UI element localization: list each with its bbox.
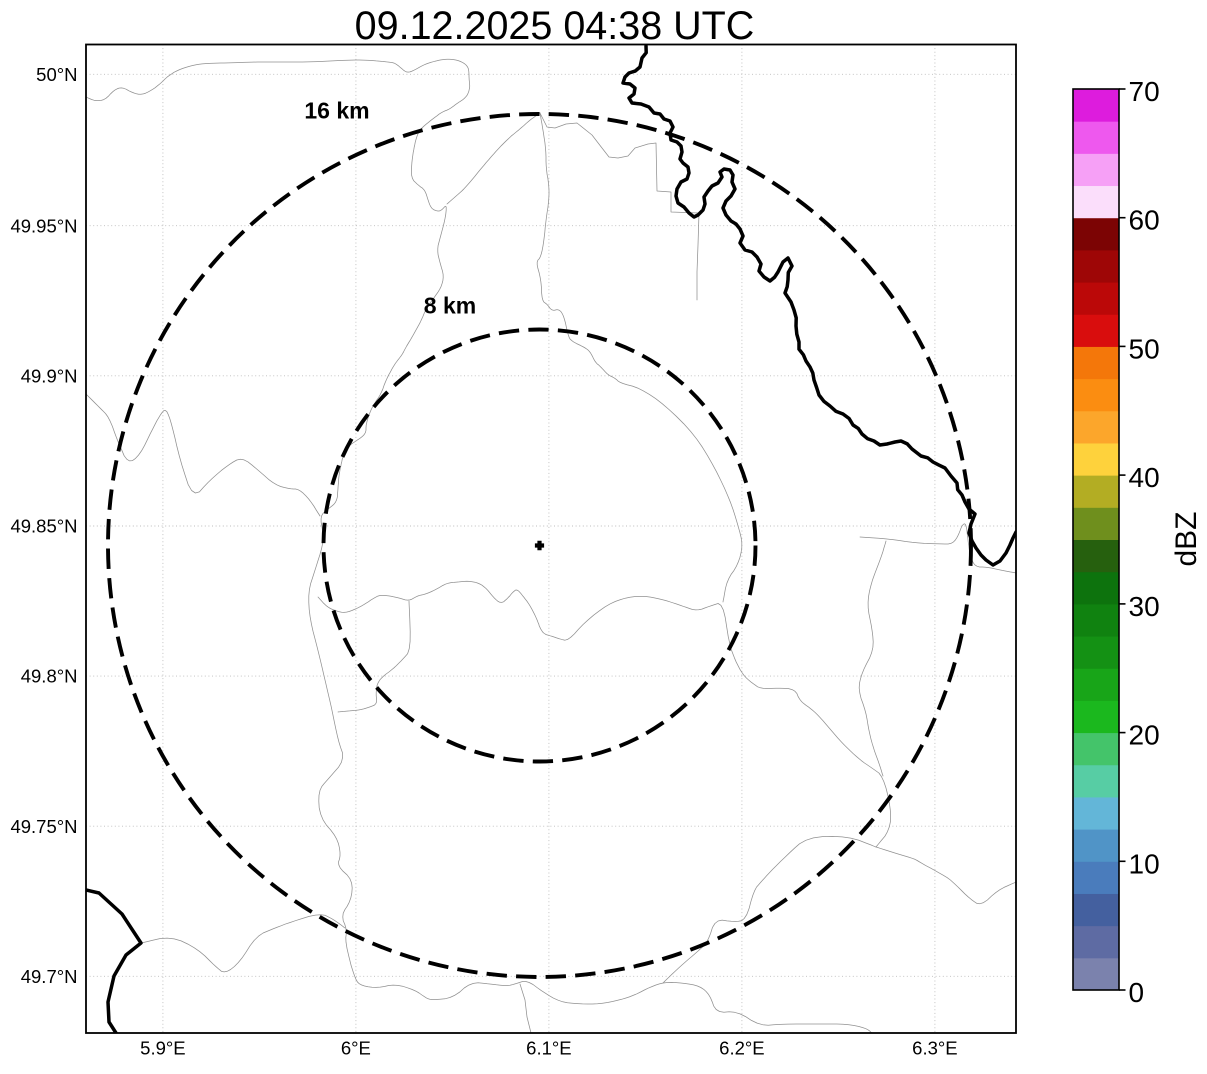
svg-text:10: 10 <box>1129 848 1160 879</box>
svg-text:6.1°E: 6.1°E <box>526 1038 571 1059</box>
svg-text:5.9°E: 5.9°E <box>140 1038 185 1059</box>
svg-text:6.3°E: 6.3°E <box>912 1038 957 1059</box>
svg-text:50°N: 50°N <box>36 64 77 85</box>
svg-text:20: 20 <box>1129 720 1160 751</box>
svg-text:70: 70 <box>1129 76 1160 107</box>
svg-text:49.9°N: 49.9°N <box>21 365 78 386</box>
svg-text:8 km: 8 km <box>424 293 476 319</box>
svg-text:49.8°N: 49.8°N <box>21 666 78 687</box>
svg-text:60: 60 <box>1129 205 1160 236</box>
svg-text:dBZ: dBZ <box>1170 511 1203 566</box>
svg-text:09.12.2025 04:38 UTC: 09.12.2025 04:38 UTC <box>355 4 755 48</box>
svg-text:16 km: 16 km <box>304 98 369 124</box>
svg-text:49.7°N: 49.7°N <box>21 966 78 987</box>
svg-text:49.75°N: 49.75°N <box>10 816 77 837</box>
svg-text:49.85°N: 49.85°N <box>10 516 77 537</box>
svg-text:40: 40 <box>1129 462 1160 493</box>
svg-text:6.2°E: 6.2°E <box>719 1038 764 1059</box>
svg-text:49.95°N: 49.95°N <box>10 215 77 236</box>
svg-text:50: 50 <box>1129 333 1160 364</box>
svg-text:0: 0 <box>1129 977 1145 1008</box>
svg-text:30: 30 <box>1129 591 1160 622</box>
svg-text:6°E: 6°E <box>341 1038 371 1059</box>
